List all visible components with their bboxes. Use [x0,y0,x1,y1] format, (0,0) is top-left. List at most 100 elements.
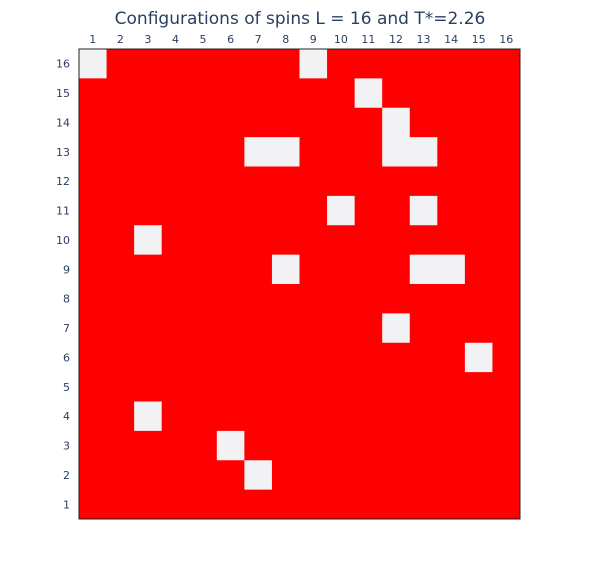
spin-down-cell [134,225,163,256]
spin-up-cell [464,284,493,314]
spin-up-cell [189,166,218,197]
spin-down-cell [409,137,438,167]
spin-up-cell [161,313,190,344]
spin-down-cell [354,78,383,109]
spin-up-cell [216,166,245,197]
spin-up-cell [437,430,466,461]
spin-up-cell [106,49,135,79]
spin-up-cell [409,401,438,432]
spin-up-cell [161,195,190,226]
spin-up-cell [382,342,411,373]
spin-up-cell [354,430,383,461]
spin-up-cell [492,225,521,256]
spin-up-cell [106,284,135,314]
spin-up-cell [327,137,356,167]
spin-up-cell [106,166,135,197]
spin-up-cell [271,460,300,491]
spin-up-cell [464,313,493,344]
spin-up-cell [354,460,383,491]
spin-up-cell [437,284,466,314]
spin-up-cell [161,460,190,491]
y-tick-label: 14 [56,116,70,129]
spin-up-cell [79,254,107,285]
spin-up-cell [161,137,190,167]
spin-up-cell [409,372,438,402]
spin-up-cell [382,372,411,402]
spin-up-cell [437,313,466,344]
spin-up-cell [106,225,135,256]
spin-up-cell [79,342,107,373]
spin-up-cell [79,137,107,167]
spin-up-cell [189,284,218,314]
spin-up-cell [354,225,383,256]
spin-up-cell [106,254,135,285]
spin-up-cell [354,166,383,197]
spin-up-cell [79,166,107,197]
spin-up-cell [134,372,163,402]
spin-up-cell [189,225,218,256]
spin-up-cell [299,342,328,373]
spin-down-cell [244,460,273,491]
spin-up-cell [216,107,245,138]
spin-up-cell [299,225,328,256]
spin-up-cell [354,137,383,167]
spin-up-cell [244,313,273,344]
x-tick-label: 9 [310,33,317,46]
spin-up-cell [327,342,356,373]
spin-up-cell [354,107,383,138]
spin-up-cell [437,78,466,109]
spin-up-cell [382,225,411,256]
spin-up-cell [409,430,438,461]
spin-up-cell [244,49,273,79]
spin-up-cell [382,166,411,197]
spin-up-cell [189,342,218,373]
spin-up-cell [327,489,356,520]
spin-up-cell [382,254,411,285]
spin-up-cell [106,489,135,520]
spin-up-cell [189,137,218,167]
spin-up-cell [134,166,163,197]
spin-up-cell [79,107,107,138]
spin-up-cell [492,489,521,520]
spin-up-cell [106,195,135,226]
spin-up-cell [106,372,135,402]
x-tick-label: 2 [117,33,124,46]
spin-up-cell [464,460,493,491]
spin-up-cell [161,372,190,402]
spin-up-cell [271,166,300,197]
spin-up-cell [327,401,356,432]
spin-up-cell [161,489,190,520]
spin-up-cell [189,49,218,79]
spin-up-cell [134,284,163,314]
spin-up-cell [327,430,356,461]
spin-down-cell [382,107,411,138]
spin-up-cell [492,254,521,285]
x-tick-label: 5 [200,33,207,46]
spin-up-cell [271,489,300,520]
spin-up-cell [216,225,245,256]
spin-up-cell [437,137,466,167]
spin-up-cell [271,284,300,314]
spin-up-cell [216,313,245,344]
spin-up-cell [409,107,438,138]
spin-up-cell [492,342,521,373]
x-tick-label: 16 [499,33,513,46]
spin-up-cell [189,460,218,491]
spin-up-cell [437,225,466,256]
spin-up-cell [299,107,328,138]
spin-up-cell [106,342,135,373]
spin-down-cell [79,49,107,79]
spin-up-cell [106,107,135,138]
y-tick-label: 3 [63,440,70,453]
spin-up-cell [299,254,328,285]
spin-up-cell [464,107,493,138]
spin-up-cell [464,401,493,432]
spin-up-cell [134,460,163,491]
spin-up-cell [106,78,135,109]
spin-up-cell [299,284,328,314]
spin-up-cell [271,107,300,138]
spin-up-cell [189,313,218,344]
spin-up-cell [464,372,493,402]
spin-up-cell [216,254,245,285]
